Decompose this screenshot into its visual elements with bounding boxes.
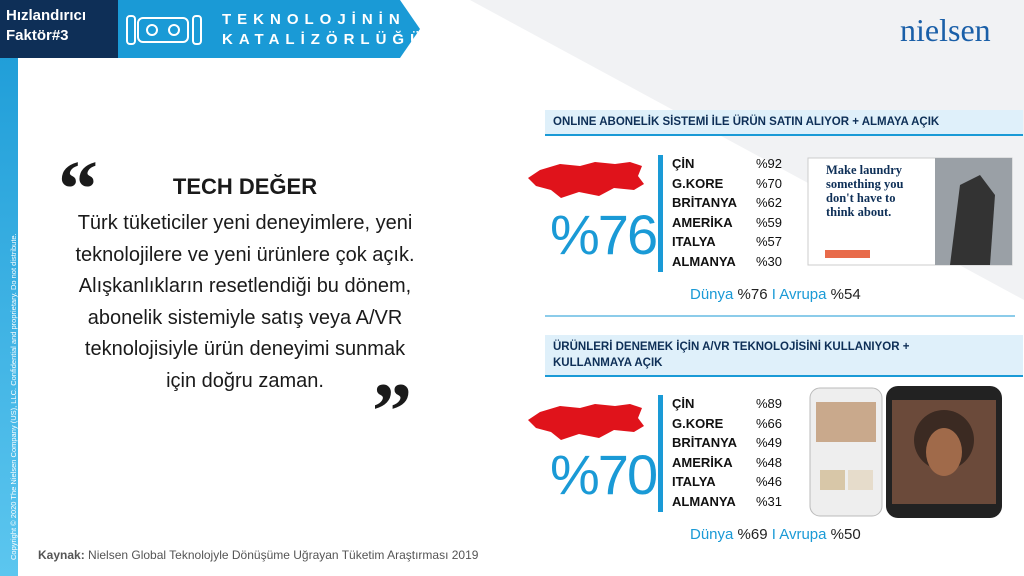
big-number: %70	[550, 443, 658, 506]
footer-part: Dünya	[690, 286, 738, 303]
source-label: Kaynak:	[38, 548, 85, 562]
country: BRİTANYA	[672, 195, 738, 211]
open-quote: “	[58, 146, 98, 234]
panel-title: ÜRÜNLERİ DENEMEK İÇİN A/VR TEKNOLOJİSİNİ…	[545, 335, 1023, 377]
country-value: %92	[756, 156, 783, 171]
footer-part: I Avrupa	[767, 286, 831, 303]
footer-part: %50	[830, 526, 861, 543]
country: ÇİN	[672, 396, 695, 411]
country-value: %59	[756, 214, 783, 230]
country-row: ÇİN %92	[672, 154, 802, 174]
country-row: ALMANYA %30	[672, 252, 802, 272]
accent-bar	[658, 155, 663, 272]
title-line: TEKNOLOJİNİN	[222, 11, 406, 28]
quote-heading: TECH DEĞER	[172, 174, 318, 199]
country: AMERİKA	[672, 454, 733, 470]
close-quote: ”	[372, 368, 412, 456]
country-row: ITALYA %46	[672, 472, 802, 492]
country-value: %66	[756, 415, 783, 431]
badge-line: Hızlandırıcı	[6, 7, 87, 24]
country-value: %57	[756, 234, 783, 250]
big-number: %76	[550, 203, 658, 266]
quote-line: Alışkanlıkların resetlendiği bu dönem,	[78, 275, 412, 297]
country: ALMANYA	[672, 494, 736, 509]
country: ALMANYA	[672, 254, 736, 269]
country: ITALYA	[672, 474, 716, 490]
quote-line: Türk tüketiciler yeni deneyimlere, yeni	[77, 212, 413, 234]
badge-line: Faktör#3	[6, 27, 69, 44]
country: ITALYA	[672, 234, 716, 250]
quote-line: için doğru zaman.	[166, 369, 324, 392]
footer-part: %76	[737, 286, 768, 303]
panel-title: ONLINE ABONELİK SİSTEMİ İLE ÜRÜN SATIN A…	[545, 110, 1023, 136]
logo: nielsen	[900, 12, 991, 48]
quote-line: abonelik sistemiyle satış veya A/VR	[87, 306, 403, 329]
country-value: %30	[756, 254, 783, 269]
country-row: G.KORE %70	[672, 174, 802, 194]
country-value: %62	[756, 195, 783, 211]
country: G.KORE	[672, 415, 724, 431]
country-value: %70	[756, 175, 783, 191]
header-title: TEKNOLOJİNİN KATALİZÖRLÜĞÜ	[222, 10, 427, 50]
accent-bar	[658, 395, 663, 512]
country-row: BRİTANYA %49	[672, 433, 802, 453]
panel-title-line: KULLANMAYA AÇIK	[553, 357, 663, 369]
quote-body: Türk tüketiciler yeni deneyimlere, yeni t…	[20, 208, 470, 397]
panel-footer: Dünya %69 I Avrupa %50	[690, 526, 861, 543]
panel-title-line: ONLINE ABONELİK SİSTEMİ İLE ÜRÜN SATIN A…	[553, 116, 940, 128]
country-value: %49	[756, 435, 783, 451]
country-value: %31	[756, 494, 783, 509]
country-value: %89	[756, 396, 783, 411]
source: Kaynak: Nielsen Global Teknolojyle Dönüş…	[38, 548, 478, 562]
source-text: Nielsen Global Teknolojyle Dönüşüme Uğra…	[84, 548, 479, 562]
country-row: AMERİKA %59	[672, 213, 802, 233]
country-row: BRİTANYA %62	[672, 193, 802, 213]
country: G.KORE	[672, 175, 724, 191]
panel-title-line: ÜRÜNLERİ DENEMEK İÇİN A/VR TEKNOLOJİSİNİ…	[553, 341, 910, 353]
country-row: ALMANYA %31	[672, 492, 802, 512]
quote-line: teknolojisiyle ürün deneyimi sunmak	[84, 338, 406, 360]
sidebar	[0, 0, 18, 576]
badge: Hızlandırıcı Faktör#3	[0, 0, 118, 58]
country-value: %48	[756, 454, 783, 470]
ad-text: Make laundry something you don't have to…	[826, 163, 904, 219]
country: ÇİN	[672, 156, 695, 171]
country-row: ITALYA %57	[672, 232, 802, 252]
country: BRİTANYA	[672, 435, 738, 451]
quote-line: teknolojilere ve yeni ürünlere çok açık.	[75, 243, 415, 266]
footer-part: Dünya	[690, 526, 738, 543]
country: AMERİKA	[672, 214, 733, 230]
panel-footer: Dünya %76 I Avrupa %54	[690, 286, 861, 303]
footer-part: I Avrupa	[767, 526, 831, 543]
country-row: G.KORE %66	[672, 414, 802, 434]
copyright: Copyright © 2020 The Nielsen Company (US…	[9, 233, 18, 560]
footer-part: %54	[830, 286, 861, 303]
country-row: AMERİKA %48	[672, 453, 802, 473]
country-row: ÇİN %89	[672, 394, 802, 414]
footer-part: %69	[737, 526, 768, 543]
country-value: %46	[756, 474, 783, 490]
title-line: KATALİZÖRLÜĞÜ	[222, 31, 427, 48]
